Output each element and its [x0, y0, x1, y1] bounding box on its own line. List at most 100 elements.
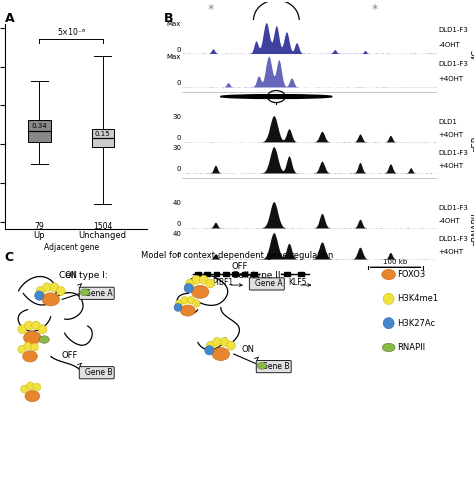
Ellipse shape [80, 289, 89, 296]
Bar [298, 272, 304, 276]
Circle shape [35, 291, 44, 300]
Circle shape [56, 286, 65, 295]
Circle shape [187, 296, 194, 304]
Circle shape [181, 296, 188, 304]
FancyBboxPatch shape [256, 360, 291, 373]
Circle shape [186, 279, 194, 288]
Circle shape [18, 325, 27, 334]
Circle shape [200, 275, 208, 284]
Text: Cell type I:: Cell type I: [58, 272, 107, 280]
Circle shape [174, 304, 182, 311]
Text: 79: 79 [35, 222, 45, 231]
Text: DLD1: DLD1 [438, 119, 457, 125]
Circle shape [206, 341, 215, 350]
Ellipse shape [39, 336, 49, 343]
Bar [204, 272, 210, 276]
Text: *: * [207, 2, 213, 16]
Circle shape [220, 337, 229, 347]
FancyBboxPatch shape [79, 367, 114, 379]
Text: 0.15: 0.15 [95, 131, 110, 137]
Circle shape [33, 383, 41, 391]
Text: αRNAPII: αRNAPII [472, 213, 474, 247]
FancyBboxPatch shape [79, 287, 114, 299]
Text: 30: 30 [172, 114, 181, 120]
Circle shape [18, 346, 26, 353]
Circle shape [192, 275, 201, 284]
Circle shape [24, 342, 32, 350]
Text: RNAPII: RNAPII [397, 343, 426, 352]
Text: +4OHT: +4OHT [438, 76, 464, 82]
Circle shape [24, 321, 33, 330]
Text: Max: Max [167, 21, 181, 27]
Text: 0: 0 [177, 166, 181, 172]
Circle shape [184, 283, 193, 293]
Circle shape [175, 300, 183, 307]
Text: OFF: OFF [61, 351, 77, 359]
Ellipse shape [42, 293, 59, 306]
Text: OFF: OFF [231, 262, 247, 271]
Text: DLD1-F3: DLD1-F3 [438, 61, 468, 66]
Circle shape [383, 317, 394, 329]
Circle shape [27, 382, 35, 390]
Circle shape [227, 341, 235, 350]
Text: +4OHT: +4OHT [438, 249, 464, 255]
Text: 0: 0 [177, 252, 181, 258]
Bar [28, 120, 51, 142]
Circle shape [205, 346, 214, 355]
Text: Model for context-dependent gene regulation: Model for context-dependent gene regulat… [141, 251, 333, 260]
Circle shape [38, 325, 47, 334]
Text: *: * [372, 2, 378, 16]
Text: DLD1-F3: DLD1-F3 [438, 205, 468, 211]
Text: -4OHT: -4OHT [438, 43, 460, 48]
FancyBboxPatch shape [249, 278, 284, 290]
Text: PIBF1: PIBF1 [212, 278, 234, 286]
Bar [242, 272, 247, 276]
Text: H3K27Ac: H3K27Ac [397, 319, 436, 328]
Text: Gene B: Gene B [262, 362, 290, 371]
Bar [251, 272, 256, 276]
Ellipse shape [191, 285, 209, 298]
Text: B: B [164, 12, 173, 25]
Text: +4OHT: +4OHT [438, 132, 464, 138]
Circle shape [43, 283, 51, 292]
Text: Max: Max [167, 54, 181, 61]
Bar [214, 272, 219, 276]
Text: 4C: 4C [472, 48, 474, 60]
Text: Cell type II:: Cell type II: [232, 272, 283, 280]
Text: 40: 40 [172, 200, 181, 206]
Text: C: C [5, 251, 14, 264]
Text: DLD1-F3: DLD1-F3 [438, 27, 468, 33]
Text: FOXO3: FOXO3 [397, 270, 426, 279]
Text: 40: 40 [172, 231, 181, 238]
Bar [91, 130, 114, 147]
Text: DLD1-F3: DLD1-F3 [438, 236, 468, 242]
Ellipse shape [257, 362, 266, 369]
Text: +4OHT: +4OHT [438, 163, 464, 169]
Text: 0: 0 [177, 80, 181, 86]
Circle shape [213, 337, 221, 347]
Text: ON: ON [241, 345, 255, 354]
Text: ON: ON [64, 271, 77, 280]
Circle shape [36, 286, 45, 295]
Text: DLD1-F3: DLD1-F3 [438, 150, 468, 156]
Text: H3K4me1: H3K4me1 [397, 294, 438, 304]
Circle shape [32, 321, 40, 330]
Text: 5×10⁻⁶: 5×10⁻⁶ [57, 29, 85, 37]
Ellipse shape [382, 270, 395, 280]
Text: Gene A: Gene A [255, 280, 283, 288]
Text: 1504: 1504 [93, 222, 112, 231]
Ellipse shape [24, 331, 41, 344]
Text: 30: 30 [172, 145, 181, 152]
Text: A: A [5, 12, 14, 25]
Ellipse shape [212, 348, 229, 360]
Text: -4OHT: -4OHT [438, 218, 460, 224]
Text: 0: 0 [177, 135, 181, 141]
Circle shape [220, 95, 332, 98]
Text: KLF5: KLF5 [289, 278, 307, 286]
Bar [284, 272, 290, 276]
Ellipse shape [25, 391, 40, 402]
Text: 0: 0 [177, 46, 181, 53]
Bar [223, 272, 228, 276]
Circle shape [50, 283, 59, 292]
Text: Gene B: Gene B [85, 368, 113, 377]
